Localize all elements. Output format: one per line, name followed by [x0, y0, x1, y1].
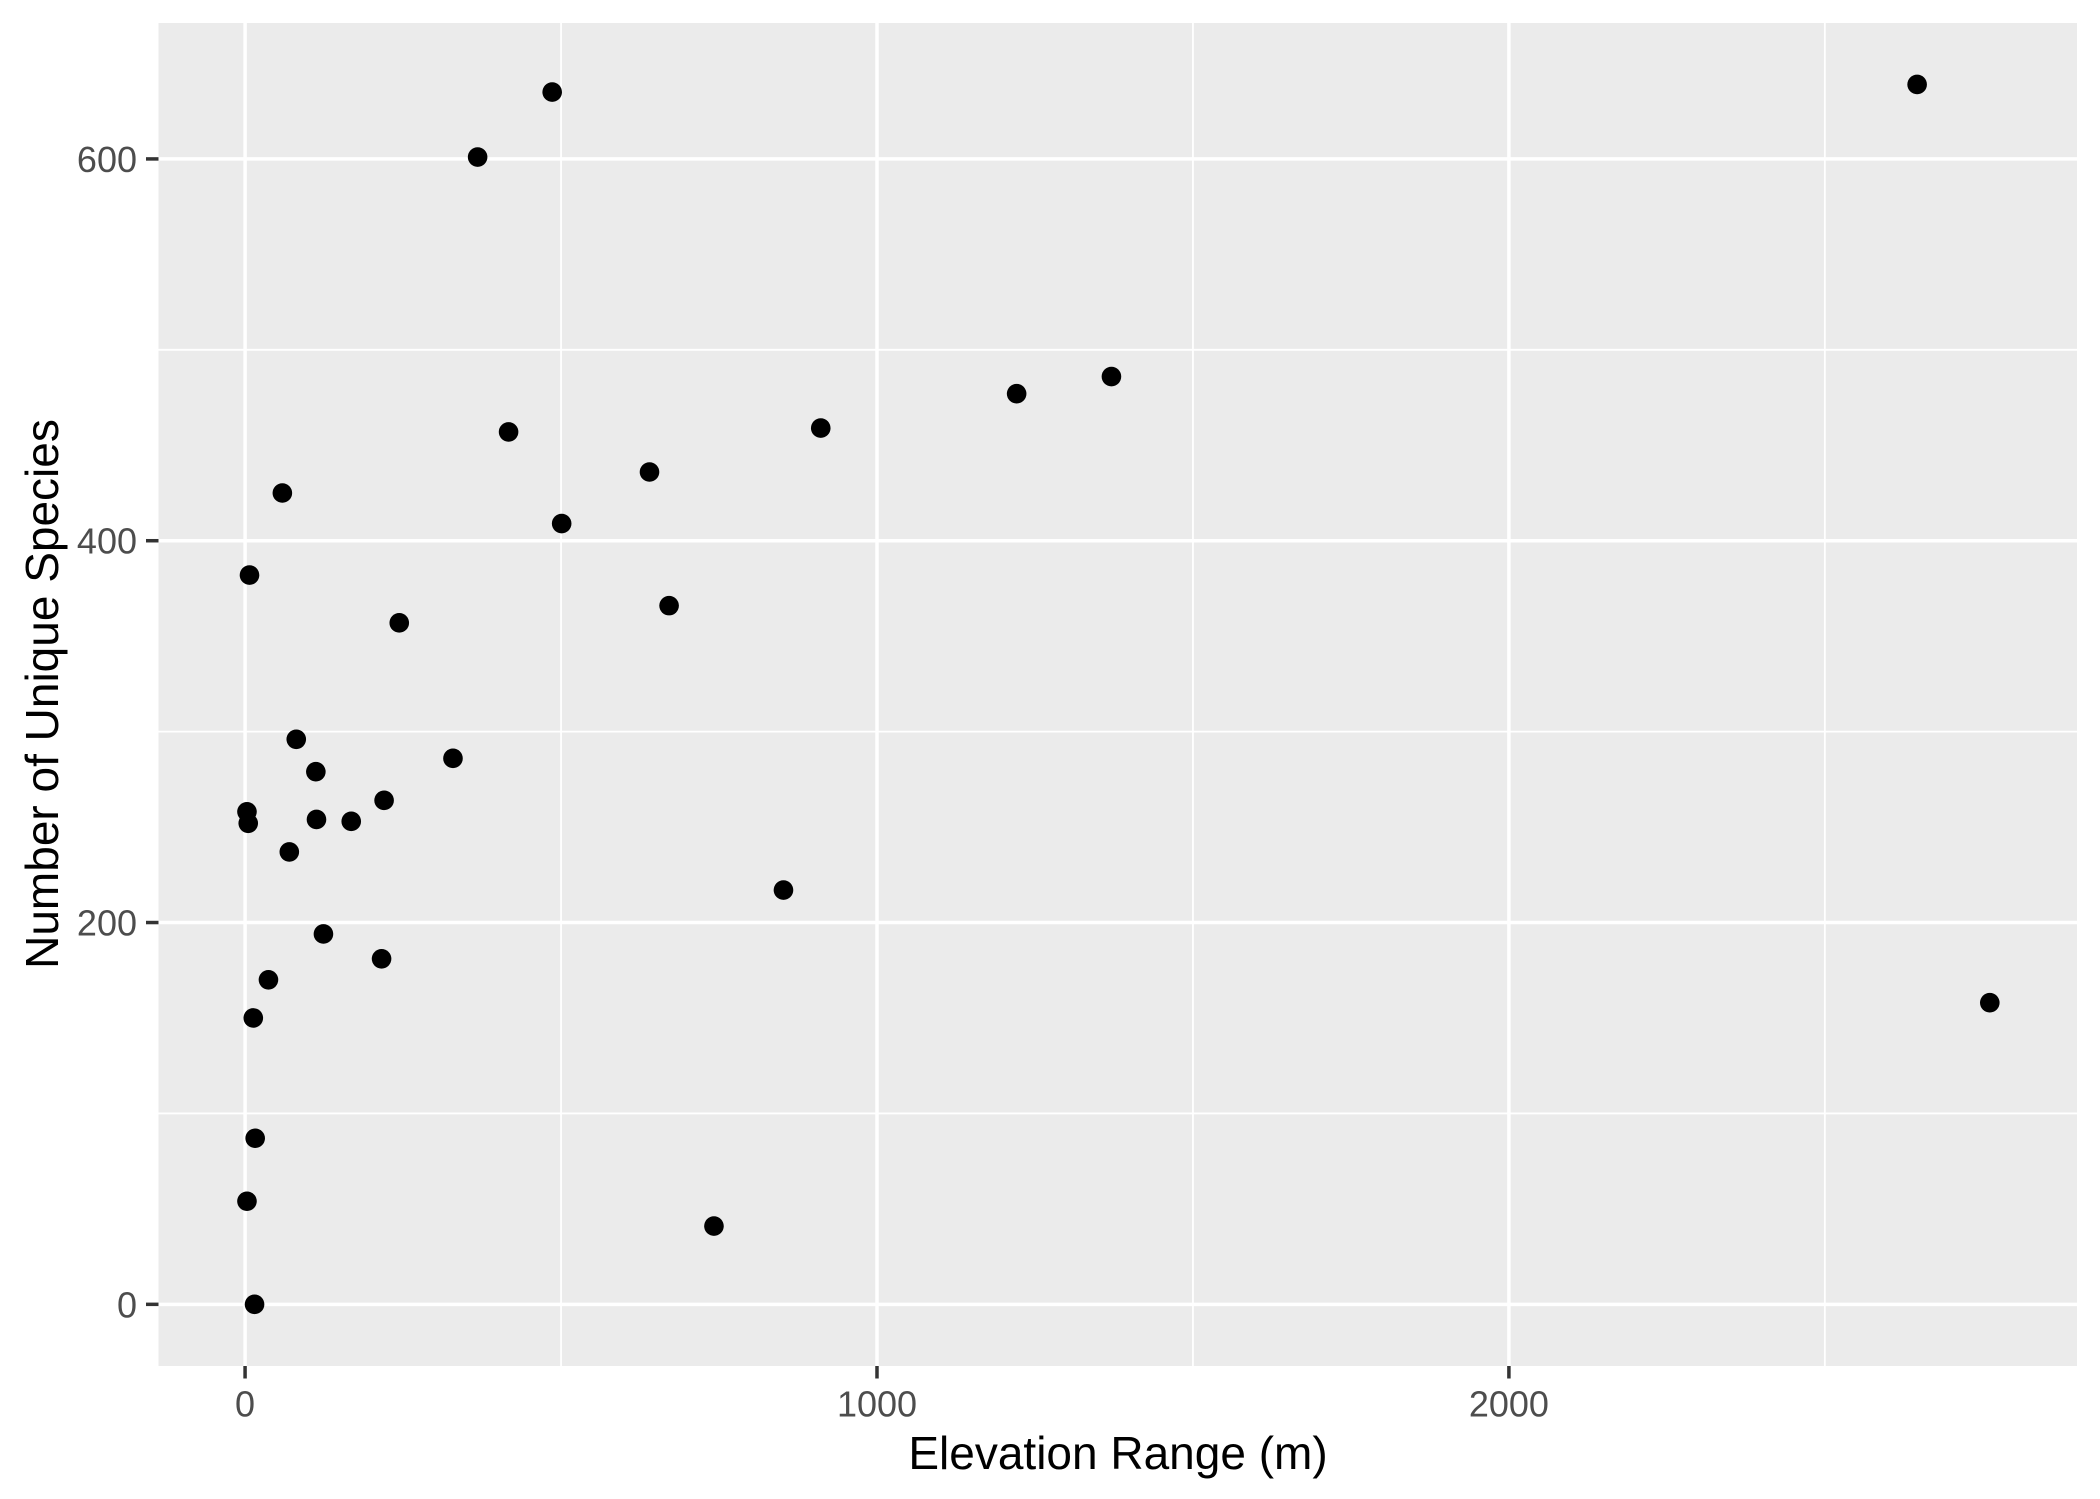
y-tick-label: 200 [77, 903, 137, 944]
y-axis-title: Number of Unique Species [16, 419, 68, 969]
data-point [374, 790, 394, 811]
data-point [258, 970, 279, 990]
y-tick-label: 0 [117, 1284, 137, 1325]
data-point [498, 422, 519, 442]
data-point [313, 924, 334, 944]
data-point [243, 1008, 264, 1028]
data-point [810, 418, 831, 438]
data-point [467, 147, 488, 167]
data-point [245, 1128, 265, 1149]
x-tick-label: 1000 [837, 1384, 917, 1425]
data-point [238, 813, 259, 834]
data-point [239, 565, 260, 585]
data-point [639, 462, 660, 482]
data-point [286, 729, 307, 750]
data-point [659, 595, 679, 616]
plot-panel [158, 23, 2077, 1366]
data-point [341, 811, 362, 832]
data-point [542, 82, 562, 102]
data-point [704, 1216, 724, 1236]
data-point [1979, 992, 2000, 1013]
data-point [306, 761, 326, 782]
y-tick-label: 600 [77, 139, 137, 180]
data-point [1101, 366, 1122, 387]
data-point [237, 1191, 257, 1212]
data-point [371, 949, 392, 969]
x-axis-title: Elevation Range (m) [908, 1427, 1328, 1479]
data-point [1006, 383, 1027, 404]
x-tick-label: 2000 [1469, 1384, 1549, 1425]
data-point [551, 513, 572, 534]
data-point [272, 483, 293, 503]
data-point [279, 842, 300, 862]
data-point [244, 1294, 265, 1315]
y-tick-label: 400 [77, 521, 137, 562]
data-point [1907, 74, 1927, 95]
data-point [443, 748, 463, 769]
data-point [389, 613, 410, 633]
data-point [306, 809, 327, 830]
data-point [773, 880, 794, 900]
x-tick-label: 0 [235, 1384, 255, 1425]
